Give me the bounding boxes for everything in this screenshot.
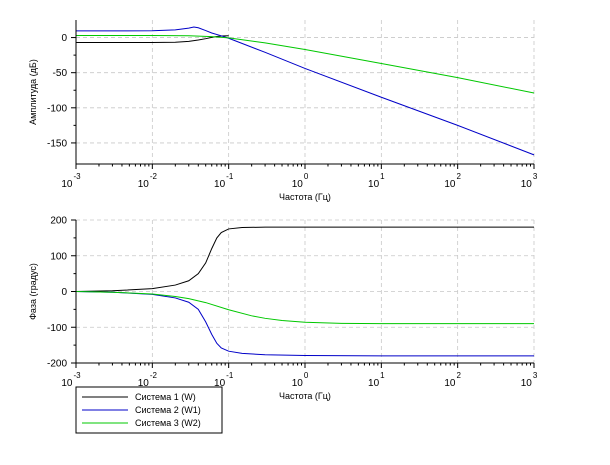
magnitude-y-tick-label: 0	[61, 33, 67, 44]
legend-label-1: Система 1 (W)	[135, 392, 196, 402]
legend: Система 1 (W) Система 2 (W1) Система 3 (W2…	[75, 386, 223, 434]
phase-x-tick-label: 103	[521, 371, 538, 389]
phase-x-tick-label: 102	[444, 371, 461, 389]
magnitude-x-axis-title: Частота (Гц)	[279, 192, 331, 202]
phase-y-tick-label: 200	[50, 216, 67, 227]
magnitude-series-line-2	[76, 26, 535, 156]
phase-y-tick-label: -200	[47, 359, 67, 370]
phase-x-axis-title: Частота (Гц)	[279, 391, 331, 401]
magnitude-series-line-3	[76, 34, 535, 94]
magnitude-x-tick-label: 101	[368, 172, 385, 190]
magnitude-y-tick-label: -150	[47, 138, 67, 149]
phase-x-tick-label: 10-1	[214, 371, 234, 389]
phase-y-tick-label: -100	[47, 323, 67, 334]
magnitude-plot: 10-3 10-2 10-1 100 101 102 103 0 -50 -100 -150 Част…	[28, 20, 538, 202]
phase-x-tick-label: 10-2	[138, 371, 158, 389]
magnitude-x-tick-label: 10-1	[214, 172, 234, 190]
phase-plot: 10-3 10-2 10-1 100 101 102 103 200 100 0 -100 -200 Ч…	[28, 216, 538, 402]
magnitude-x-tick-label: 103	[521, 172, 538, 190]
phase-x-tick-label: 100	[292, 371, 309, 389]
magnitude-y-tick-label: -100	[47, 103, 67, 114]
phase-y-tick-label: 0	[61, 287, 67, 298]
phase-series-line-3	[75, 291, 534, 325]
phase-y-axis-title: Фаза (градус)	[28, 263, 38, 320]
phase-series-line-1	[75, 226, 534, 292]
legend-label-3: Система 3 (W2)	[135, 418, 201, 428]
magnitude-x-tick-label: 102	[444, 172, 461, 190]
magnitude-series-line-1	[76, 35, 229, 43]
magnitude-x-tick-label: 10-3	[61, 172, 81, 190]
magnitude-y-tick-label: -50	[53, 68, 68, 79]
magnitude-x-tick-label: 10-2	[138, 172, 158, 190]
phase-y-tick-label: 100	[50, 251, 67, 262]
phase-x-tick-label: 101	[368, 371, 385, 389]
magnitude-x-tick-label: 100	[292, 172, 309, 190]
phase-series-line-2	[75, 291, 534, 357]
magnitude-y-axis-title: Амплитуда (дБ)	[28, 59, 38, 125]
legend-label-2: Система 2 (W1)	[135, 405, 201, 415]
phase-x-tick-label: 10-3	[61, 371, 81, 389]
